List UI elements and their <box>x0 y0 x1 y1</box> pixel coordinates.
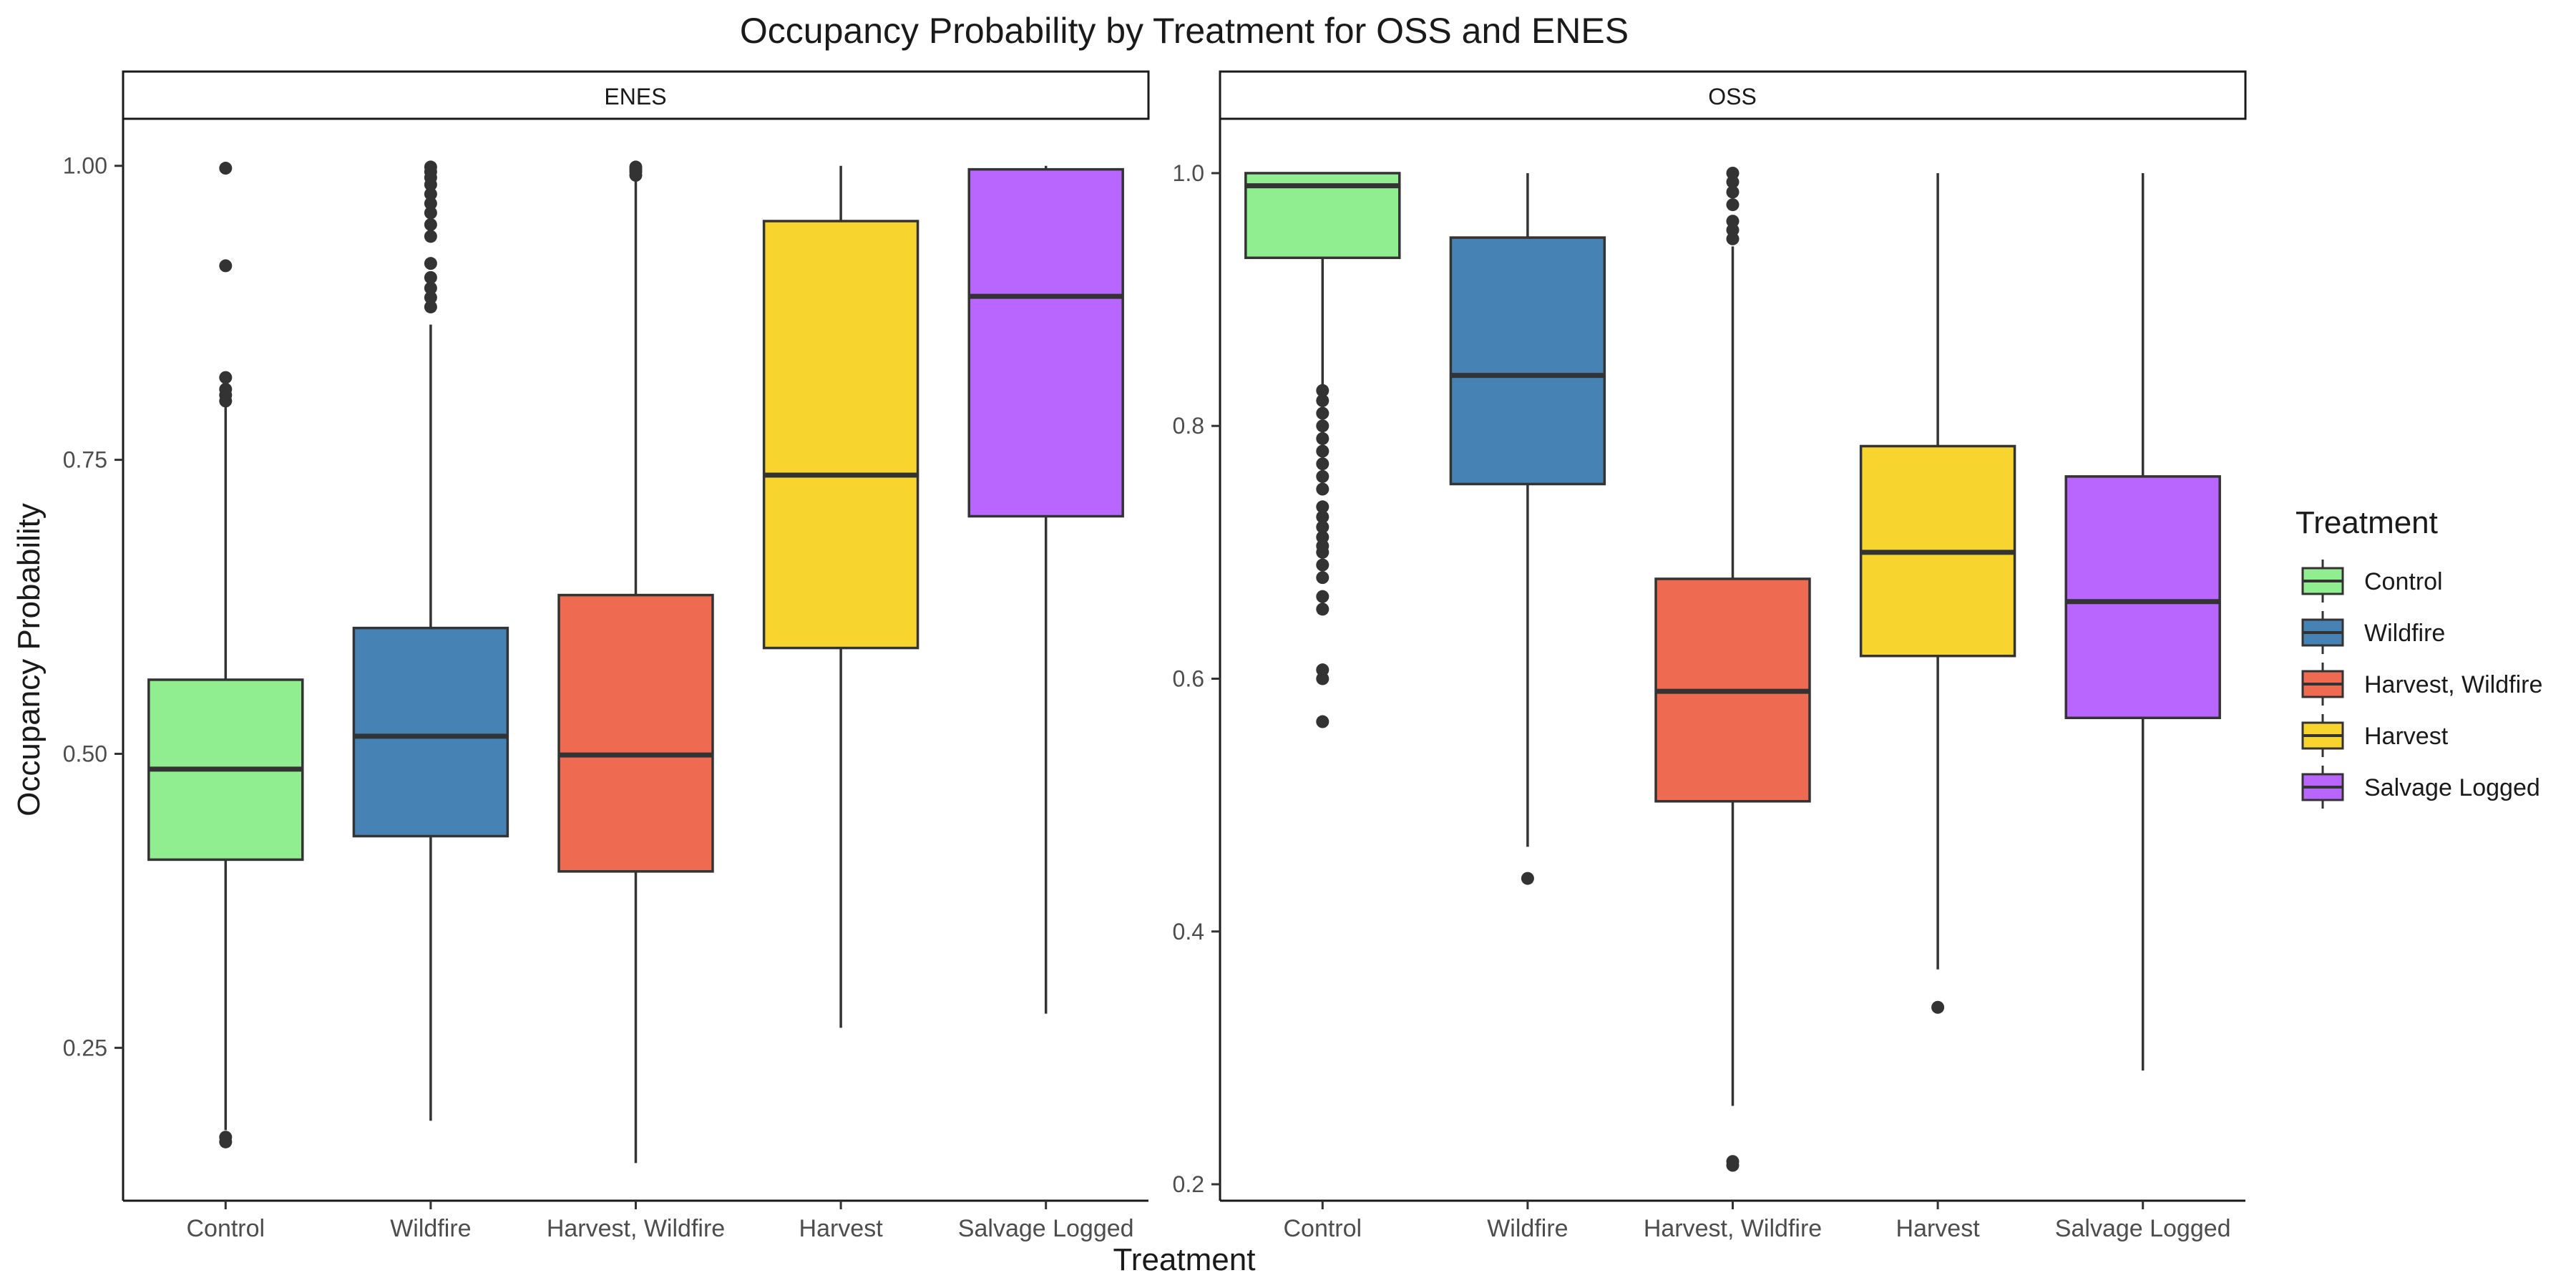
outlier-point <box>424 160 437 174</box>
outlier-point <box>1316 384 1330 397</box>
x-tick-label: Control <box>1283 1215 1362 1242</box>
facet-panel-enes: ENES 0.25 0.50 0.75 1.00 Control Wildfire Harv… <box>63 70 1150 1242</box>
y-tick-label: 0.4 <box>1173 919 1204 945</box>
facet-strip-oss <box>1219 70 2247 120</box>
outlier-point <box>1726 185 1740 199</box>
y-tick-label: 0.75 <box>63 447 107 473</box>
legend-label: Control <box>2364 568 2443 595</box>
y-tick-label: 1.00 <box>63 153 107 179</box>
outlier-point <box>1726 215 1740 228</box>
outlier-point <box>1726 198 1740 212</box>
outlier-point <box>424 187 437 201</box>
outlier-point <box>1726 166 1740 180</box>
outlier-point <box>1316 406 1330 420</box>
x-tick-label: Harvest, Wildfire <box>547 1215 725 1242</box>
x-tick-label: Harvest <box>799 1215 884 1242</box>
outlier-point <box>1316 530 1330 544</box>
box <box>2064 475 2221 720</box>
facet-strip-label: OSS <box>1708 84 1757 109</box>
outlier-point <box>1316 500 1330 514</box>
outlier-point <box>1316 672 1330 686</box>
outlier-point <box>1726 223 1740 237</box>
outlier-point <box>1316 602 1330 616</box>
outlier-point <box>1316 663 1330 677</box>
legend-label: Salvage Logged <box>2364 774 2540 801</box>
x-tick-label: Wildfire <box>390 1215 471 1242</box>
box <box>967 167 1124 518</box>
y-tick-label: 0.2 <box>1173 1171 1204 1197</box>
box <box>557 593 714 873</box>
outlier-point <box>424 281 437 295</box>
outlier-point <box>219 371 233 384</box>
y-tick-label: 1.0 <box>1173 160 1204 186</box>
facet-strip-enes <box>122 70 1150 120</box>
outlier-point <box>1316 715 1330 728</box>
y-tick-label: 0.50 <box>63 741 107 766</box>
outlier-point <box>424 257 437 270</box>
outlier-point <box>1316 444 1330 458</box>
outlier-point <box>424 270 437 284</box>
outlier-point <box>1726 175 1740 189</box>
x-axis-title: Treatment <box>1113 1242 1256 1277</box>
y-tick-label: 0.8 <box>1173 413 1204 439</box>
outlier-point <box>424 300 437 313</box>
legend: Treatment Control Wildfire Harvest, Wildfi… <box>2296 505 2542 809</box>
outlier-point <box>1316 394 1330 407</box>
legend-title: Treatment <box>2296 505 2438 540</box>
outlier-point <box>1726 1155 1740 1169</box>
outlier-point <box>1316 571 1330 585</box>
outlier-point <box>1316 590 1330 603</box>
legend-label: Harvest <box>2364 723 2449 750</box>
x-tick-label: Harvest, Wildfire <box>1644 1215 1822 1242</box>
outlier-point <box>424 206 437 220</box>
outlier-point <box>219 1131 233 1144</box>
outlier-point <box>1316 558 1330 572</box>
x-tick-label: Salvage Logged <box>958 1215 1134 1242</box>
outlier-point <box>219 162 233 175</box>
outlier-point <box>1316 457 1330 471</box>
outlier-point <box>219 259 233 273</box>
x-tick-label: Control <box>186 1215 265 1242</box>
legend-items: Control Wildfire Harvest, Wildfire Harvest S… <box>2301 560 2542 809</box>
outlier-point <box>1316 540 1330 553</box>
outlier-point <box>1316 469 1330 483</box>
outlier-point <box>1316 482 1330 496</box>
y-axis-title: Occupancy Probability <box>11 503 47 816</box>
x-tick-label: Harvest <box>1896 1215 1981 1242</box>
outlier-point <box>1316 520 1330 534</box>
outlier-point <box>1521 872 1534 885</box>
outlier-point <box>1316 419 1330 433</box>
outlier-point <box>424 197 437 210</box>
chart-title: Occupancy Probability by Treatment for O… <box>740 11 1629 51</box>
legend-label: Harvest, Wildfire <box>2364 671 2542 698</box>
outlier-point <box>1316 510 1330 524</box>
y-tick-label: 0.25 <box>63 1035 107 1060</box>
y-tick-label: 0.6 <box>1173 665 1204 691</box>
box <box>1449 236 1606 486</box>
plot-area-enes: 0.25 0.50 0.75 1.00 Control Wildfire Harvest, … <box>63 153 1134 1242</box>
x-tick-label: Wildfire <box>1487 1215 1568 1242</box>
outlier-point <box>629 160 643 174</box>
outlier-point <box>424 291 437 304</box>
outlier-point <box>1726 232 1740 245</box>
x-tick-label: Salvage Logged <box>2055 1215 2231 1242</box>
legend-label: Wildfire <box>2364 620 2445 647</box>
box <box>762 220 919 650</box>
outlier-point <box>1316 431 1330 445</box>
outlier-point <box>219 383 233 396</box>
plot-area-oss: 0.2 0.4 0.6 0.8 1.0 Control Wildfire Harvest, W… <box>1173 160 2231 1242</box>
outlier-point <box>424 230 437 243</box>
facet-strip-label: ENES <box>604 84 666 109</box>
facet-panel-oss: OSS 0.2 0.4 0.6 0.8 1.0 Control Wildfire Harves… <box>1173 70 2247 1242</box>
box <box>352 626 509 838</box>
outlier-point <box>1931 1000 1945 1014</box>
outlier-point <box>424 218 437 231</box>
